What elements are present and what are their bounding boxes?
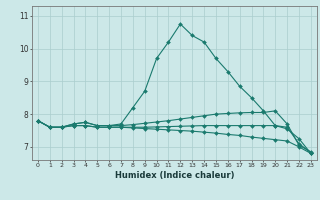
- X-axis label: Humidex (Indice chaleur): Humidex (Indice chaleur): [115, 171, 234, 180]
